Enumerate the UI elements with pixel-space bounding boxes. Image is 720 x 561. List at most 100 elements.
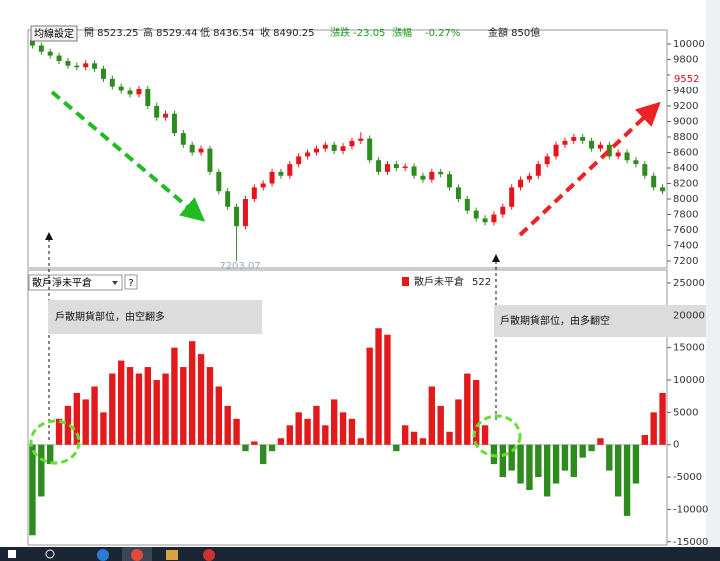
candle-body (65, 61, 71, 66)
bar (508, 444, 515, 471)
y-tick-label: 25000 (673, 278, 705, 289)
search-icon[interactable] (45, 549, 55, 559)
bar (330, 399, 338, 445)
candle-body (109, 78, 115, 87)
candle-body (642, 164, 648, 176)
candle-body (234, 206, 240, 227)
ma-button-label[interactable]: 均線設定 (34, 27, 74, 40)
help-button[interactable] (124, 274, 138, 290)
bar (117, 360, 125, 445)
app-icon[interactable] (203, 549, 215, 561)
bar (277, 438, 285, 445)
candle-body (305, 152, 311, 157)
bar (455, 399, 462, 445)
candle-body (455, 187, 461, 200)
candle-body (118, 86, 124, 91)
bar (286, 425, 294, 445)
header-field: -0.27% (425, 28, 460, 39)
indicator-select[interactable] (28, 274, 123, 291)
candle-body (553, 144, 559, 157)
indicator-select-label[interactable]: 散戶淨未平倉 (32, 276, 92, 289)
bar (135, 373, 143, 445)
y-tick-label: 5000 (673, 407, 698, 418)
start-icon[interactable] (8, 550, 16, 558)
candle-body (92, 63, 98, 69)
candle-body (127, 90, 133, 95)
select-arrow (112, 281, 118, 285)
annotation: 戶散期貨部位，由多翻空 (500, 314, 610, 327)
bar (543, 444, 551, 497)
y-tick-label: 8400 (673, 163, 698, 174)
bar (561, 444, 569, 471)
bar (552, 444, 560, 484)
header-field: 金額 850億 (488, 26, 540, 39)
app-icon[interactable] (166, 550, 178, 560)
bar (464, 373, 471, 445)
bar (251, 441, 258, 445)
candle-body (216, 171, 222, 192)
bar (188, 341, 196, 445)
y-tick-label: 7200 (673, 256, 698, 267)
candle-body (296, 156, 302, 165)
candle-body (482, 218, 488, 223)
y-tick-label: -10000 (673, 504, 708, 515)
candle-body (562, 140, 568, 145)
bar (304, 418, 311, 445)
candle-body (322, 144, 328, 149)
candle-body (571, 136, 577, 141)
highlight-circle (29, 419, 81, 465)
bar (632, 444, 640, 484)
candle-body (411, 166, 417, 176)
bar (472, 380, 480, 445)
annotation-box (48, 300, 262, 334)
bar (313, 405, 320, 445)
candle-body (251, 187, 257, 200)
y-tick-label: 7400 (673, 241, 698, 252)
bar (224, 405, 231, 445)
legend-label: 散戶未平倉 (414, 275, 464, 288)
bar (180, 367, 187, 445)
app-icon[interactable] (131, 549, 143, 561)
y-tick-label: 9200 (673, 101, 698, 112)
app-icon[interactable] (97, 549, 109, 561)
bar (162, 373, 169, 445)
bar (268, 444, 276, 452)
candle-body (535, 164, 541, 176)
bar (153, 380, 160, 445)
candle-body (606, 144, 612, 157)
bar (91, 386, 98, 445)
bar (109, 373, 116, 445)
candle-body (438, 171, 444, 175)
y-tick-label: 10000 (673, 39, 705, 50)
bar (499, 444, 507, 478)
y-tick-label: 7600 (673, 225, 698, 236)
candle-body (589, 140, 595, 149)
price-panel (27, 29, 668, 269)
ma-button[interactable] (30, 25, 78, 42)
bar (38, 444, 45, 497)
bar (322, 425, 329, 445)
bar (659, 392, 666, 445)
header-field: 漲跌 -23.05 (330, 26, 385, 39)
candle-body (56, 55, 62, 62)
bar (535, 444, 542, 478)
price-marker-label: 9552 (674, 74, 699, 85)
bar (650, 412, 657, 445)
candle-body (340, 146, 346, 151)
candle-body (163, 113, 169, 118)
candle-body (145, 88, 151, 106)
candle-body (491, 214, 497, 223)
candle-body (242, 199, 248, 227)
candle-body (349, 140, 355, 147)
help-label[interactable]: ? (128, 278, 133, 289)
bar (242, 444, 249, 452)
candle-body (189, 144, 195, 153)
y-tick-label: -15000 (673, 537, 708, 548)
bar (348, 418, 356, 445)
candle-body (367, 138, 373, 161)
bar (339, 412, 347, 445)
bar (64, 405, 72, 445)
candle-body (526, 175, 532, 180)
candle-body (331, 144, 337, 151)
